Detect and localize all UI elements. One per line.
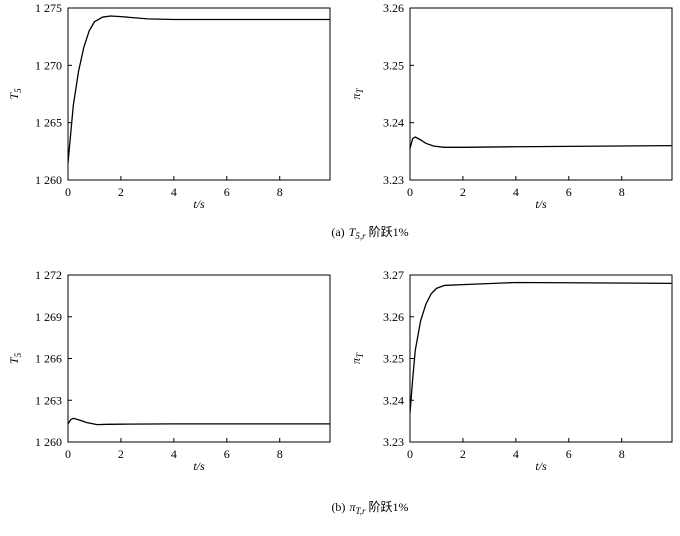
y-tick-label: 1 270 bbox=[35, 58, 62, 72]
x-tick-label: 4 bbox=[513, 185, 519, 199]
caption-symbol: π bbox=[349, 500, 356, 514]
y-tick-label: 3.26 bbox=[383, 310, 404, 324]
y-axis-subscript: T bbox=[355, 88, 365, 94]
x-tick-label: 8 bbox=[619, 447, 625, 461]
x-tick-label: 2 bbox=[460, 447, 466, 461]
x-tick-label: 6 bbox=[566, 185, 572, 199]
data-line bbox=[67, 15, 330, 163]
y-tick-label: 3.23 bbox=[383, 173, 404, 187]
y-axis-subscript: T bbox=[355, 352, 365, 358]
x-tick-label: 6 bbox=[224, 185, 230, 199]
x-tick-label: 4 bbox=[171, 447, 177, 461]
caption-text: 阶跃1% bbox=[369, 225, 409, 239]
y-tick-label: 1 275 bbox=[35, 1, 62, 15]
y-axis-symbol: π bbox=[349, 357, 363, 364]
y-tick-label: 3.25 bbox=[383, 58, 404, 72]
caption: (a) T5,r 阶跃1% bbox=[331, 225, 408, 241]
data-line bbox=[67, 417, 330, 426]
x-tick-label: 4 bbox=[513, 447, 519, 461]
x-axis-label: t/s bbox=[193, 459, 205, 473]
x-tick-label: 8 bbox=[619, 185, 625, 199]
y-axis-label: πT bbox=[349, 352, 365, 364]
y-tick-label: 3.26 bbox=[383, 1, 404, 15]
y-axis-label: T5 bbox=[7, 88, 23, 100]
x-tick-label: 0 bbox=[407, 185, 413, 199]
y-tick-label: 3.24 bbox=[383, 116, 404, 130]
y-tick-label: 1 265 bbox=[35, 116, 62, 130]
x-tick-label: 8 bbox=[277, 185, 283, 199]
x-tick-label: 6 bbox=[224, 447, 230, 461]
y-axis-label: T5 bbox=[7, 352, 23, 364]
x-tick-label: 8 bbox=[277, 447, 283, 461]
data-line bbox=[409, 136, 673, 149]
y-tick-label: 1 272 bbox=[35, 268, 62, 282]
y-tick-label: 3.27 bbox=[383, 268, 404, 282]
caption-label: (b) bbox=[331, 500, 345, 514]
x-axis-label: t/s bbox=[535, 197, 547, 211]
y-axis-symbol: π bbox=[349, 93, 363, 100]
data-line bbox=[409, 281, 673, 413]
x-tick-label: 4 bbox=[171, 185, 177, 199]
caption-symbol: T bbox=[349, 225, 357, 239]
y-tick-label: 3.24 bbox=[383, 393, 404, 407]
plot-frame bbox=[67, 274, 331, 443]
y-tick-label: 1 260 bbox=[35, 435, 62, 449]
y-axis-label: πT bbox=[349, 88, 365, 100]
y-tick-label: 1 269 bbox=[35, 310, 62, 324]
y-axis-symbol: T bbox=[7, 356, 21, 364]
x-axis-label: t/s bbox=[193, 197, 205, 211]
caption-label: (a) bbox=[331, 225, 344, 239]
x-tick-label: 2 bbox=[460, 185, 466, 199]
plot-frame bbox=[67, 7, 331, 181]
x-tick-label: 0 bbox=[407, 447, 413, 461]
y-tick-label: 3.25 bbox=[383, 352, 404, 366]
caption-text: 阶跃1% bbox=[369, 500, 409, 514]
y-axis-subscript: 5 bbox=[13, 352, 23, 357]
y-axis-symbol: T bbox=[7, 92, 21, 100]
x-tick-label: 0 bbox=[65, 185, 71, 199]
y-tick-label: 1 266 bbox=[35, 352, 62, 366]
x-tick-label: 2 bbox=[118, 447, 124, 461]
caption-subscript: 5,r bbox=[355, 231, 366, 241]
y-tick-label: 1 260 bbox=[35, 173, 62, 187]
x-tick-label: 0 bbox=[65, 447, 71, 461]
y-axis-subscript: 5 bbox=[13, 88, 23, 93]
y-tick-label: 1 263 bbox=[35, 393, 62, 407]
plot-frame bbox=[409, 7, 673, 181]
y-tick-label: 3.23 bbox=[383, 435, 404, 449]
x-tick-label: 6 bbox=[566, 447, 572, 461]
x-tick-label: 2 bbox=[118, 185, 124, 199]
caption: (b) πT,r 阶跃1% bbox=[331, 500, 408, 516]
caption-subscript: T,r bbox=[355, 506, 366, 516]
plot-frame bbox=[409, 274, 673, 443]
x-axis-label: t/s bbox=[535, 459, 547, 473]
